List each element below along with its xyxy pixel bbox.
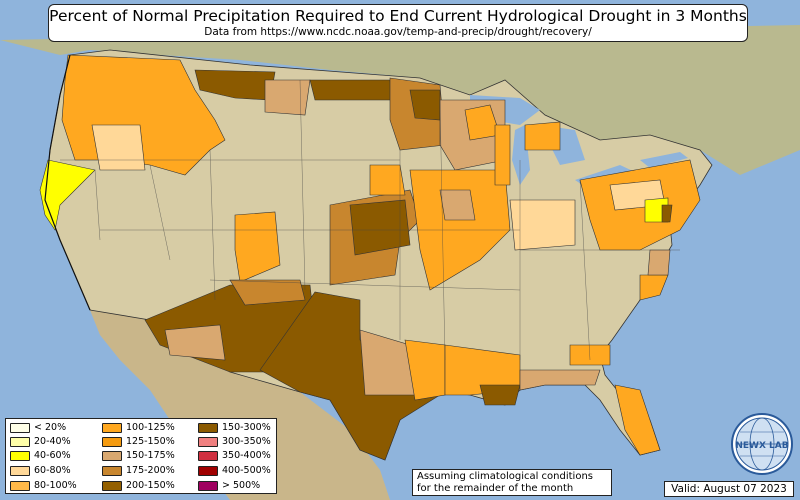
legend-swatch [198, 480, 218, 491]
legend-label: < 20% [34, 422, 67, 433]
legend-item: > 500% [198, 480, 260, 492]
map-title: Percent of Normal Precipitation Required… [49, 7, 747, 25]
legend-item: 150-175% [102, 450, 175, 462]
nexlab-globe-logo-icon: NEWX LAB [731, 413, 793, 475]
legend-item: 300-350% [198, 436, 271, 448]
note-line-1: Assuming climatological conditions [417, 471, 593, 482]
legend-item: 20-40% [10, 436, 71, 448]
legend-item: 100-125% [102, 422, 175, 434]
legend-label: 400-500% [222, 465, 271, 476]
legend-item: 400-500% [198, 465, 271, 477]
legend-item: 350-400% [198, 450, 271, 462]
title-box: Percent of Normal Precipitation Required… [48, 4, 748, 42]
legend-swatch [10, 422, 30, 433]
legend-label: 175-200% [126, 465, 175, 476]
legend-item: 150-300% [198, 422, 271, 434]
legend-label: 20-40% [34, 436, 71, 447]
legend: < 20% 20-40% 40-60% 60-80% 80-100% 100-1… [5, 418, 277, 494]
legend-swatch [102, 465, 122, 476]
legend-label: 200-150% [126, 480, 175, 491]
legend-item: 80-100% [10, 480, 77, 492]
note-line-2: for the remainder of the month [417, 483, 574, 494]
legend-label: > 500% [222, 480, 261, 491]
legend-item: 60-80% [10, 465, 71, 477]
legend-swatch [10, 450, 30, 461]
assumption-note: Assuming climatological conditions for t… [412, 469, 612, 496]
legend-label: 150-300% [222, 422, 271, 433]
legend-swatch [10, 436, 30, 447]
legend-swatch [10, 480, 30, 491]
legend-label: 300-350% [222, 436, 271, 447]
legend-label: 100-125% [126, 422, 175, 433]
legend-label: 350-400% [222, 450, 271, 461]
legend-swatch [102, 436, 122, 447]
legend-swatch [198, 465, 218, 476]
legend-item: 200-150% [102, 480, 175, 492]
valid-date: Valid: August 07 2023 [664, 481, 794, 497]
legend-swatch [102, 480, 122, 491]
legend-item: < 20% [10, 422, 66, 434]
legend-swatch [198, 422, 218, 433]
legend-swatch [102, 422, 122, 433]
map-subtitle: Data from https://www.ncdc.noaa.gov/temp… [204, 26, 592, 38]
legend-item: 175-200% [102, 465, 175, 477]
legend-swatch [198, 450, 218, 461]
legend-label: 60-80% [34, 465, 71, 476]
legend-swatch [198, 436, 218, 447]
legend-swatch [10, 465, 30, 476]
svg-text:NEWX LAB: NEWX LAB [735, 441, 788, 451]
legend-label: 40-60% [34, 450, 71, 461]
legend-label: 80-100% [34, 480, 77, 491]
legend-label: 150-175% [126, 450, 175, 461]
legend-item: 125-150% [102, 436, 175, 448]
legend-item: 40-60% [10, 450, 71, 462]
legend-label: 125-150% [126, 436, 175, 447]
legend-swatch [102, 450, 122, 461]
